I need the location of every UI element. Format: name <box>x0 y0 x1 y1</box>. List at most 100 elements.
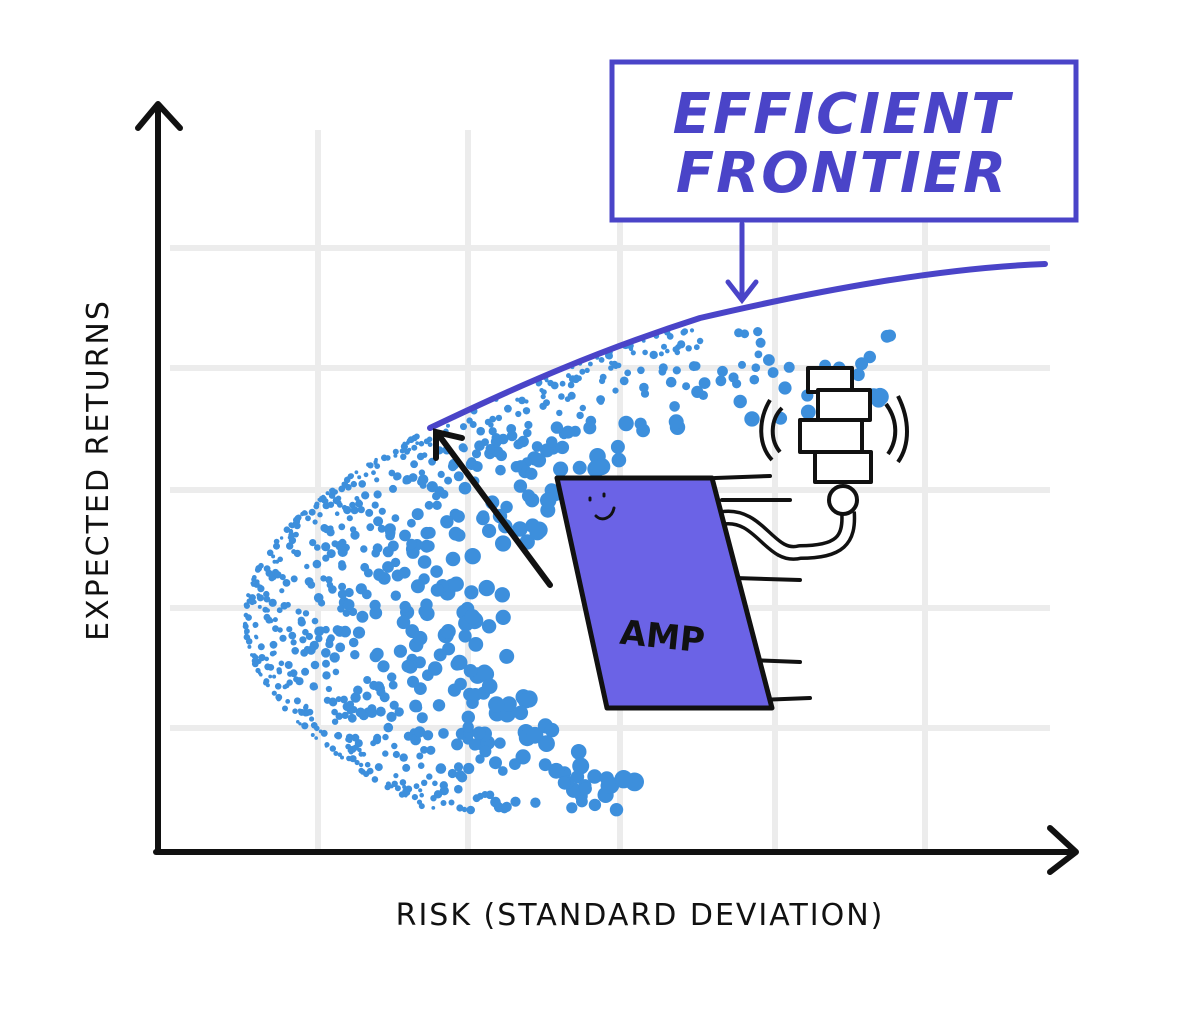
dot <box>402 475 412 485</box>
dot <box>767 367 779 378</box>
dot <box>412 630 428 646</box>
dot <box>365 508 374 517</box>
dot <box>751 363 761 373</box>
dot <box>413 433 420 440</box>
dot <box>271 690 277 696</box>
dot <box>276 607 283 614</box>
dot <box>274 544 279 548</box>
dot <box>361 751 367 757</box>
dot <box>282 684 288 690</box>
dot <box>263 595 271 603</box>
dot <box>347 713 357 723</box>
dot <box>499 648 515 664</box>
dot <box>256 668 260 671</box>
dot <box>280 602 289 610</box>
dot <box>411 794 418 801</box>
dot <box>763 354 775 366</box>
dot <box>576 411 584 420</box>
dot <box>430 565 443 578</box>
dot <box>398 791 406 798</box>
dot <box>331 748 336 752</box>
dot <box>800 404 816 420</box>
dot <box>550 421 564 434</box>
dot <box>272 617 278 623</box>
dot <box>479 745 492 758</box>
dot <box>250 653 254 657</box>
dot <box>452 510 465 523</box>
dot <box>672 366 681 375</box>
dot <box>432 500 442 510</box>
dot <box>738 360 746 369</box>
dot <box>871 387 889 406</box>
dot <box>476 426 486 436</box>
dot <box>624 369 632 377</box>
dot <box>264 656 270 662</box>
dot <box>304 563 310 570</box>
dot <box>576 375 582 382</box>
dot <box>525 467 538 480</box>
dot <box>363 472 369 478</box>
dot <box>363 676 372 684</box>
dot <box>331 540 339 548</box>
dot <box>283 526 291 533</box>
dot <box>415 441 420 445</box>
dot <box>433 790 443 799</box>
dot <box>513 479 528 493</box>
dot <box>445 551 461 567</box>
dot <box>447 768 457 779</box>
dot <box>666 333 674 340</box>
dot <box>432 492 441 501</box>
dot <box>308 709 314 715</box>
title-line: FRONTIER <box>676 141 1008 206</box>
dot <box>389 700 399 710</box>
dot <box>328 698 338 707</box>
dot <box>324 742 330 748</box>
dot <box>579 404 586 412</box>
dot <box>315 634 323 643</box>
dot <box>402 441 407 446</box>
dot <box>352 626 366 639</box>
dot <box>522 407 531 415</box>
dot <box>343 599 355 611</box>
dot <box>341 481 346 486</box>
dot <box>320 575 327 582</box>
dot <box>495 535 512 552</box>
dot <box>353 685 363 695</box>
dot <box>407 675 419 688</box>
dot <box>440 800 447 806</box>
dot <box>303 704 309 711</box>
card-face <box>588 492 616 521</box>
dot <box>292 708 298 714</box>
dot <box>481 678 498 694</box>
dot <box>432 780 438 787</box>
dot <box>464 585 479 600</box>
dot <box>248 594 256 602</box>
dot <box>515 749 531 765</box>
dot <box>468 637 484 652</box>
dot <box>583 421 597 435</box>
dot <box>454 677 467 691</box>
dot <box>613 363 619 369</box>
dot <box>672 346 679 353</box>
dot <box>412 702 423 713</box>
dot <box>513 705 529 721</box>
dot <box>476 511 490 526</box>
dot <box>293 697 301 705</box>
dot <box>494 587 510 603</box>
dot <box>541 389 547 395</box>
dot <box>688 361 699 372</box>
robot-arm <box>720 366 909 561</box>
dot <box>440 624 456 639</box>
dot <box>371 647 384 661</box>
dot <box>332 489 338 495</box>
dot <box>634 417 647 430</box>
dot <box>628 346 634 352</box>
card-label: AMP <box>618 613 707 662</box>
dot <box>399 448 405 454</box>
dot <box>257 604 262 609</box>
dot <box>282 705 288 712</box>
dot <box>495 609 511 626</box>
dot <box>266 549 274 557</box>
title-pointer <box>725 221 759 305</box>
dot <box>531 453 547 468</box>
